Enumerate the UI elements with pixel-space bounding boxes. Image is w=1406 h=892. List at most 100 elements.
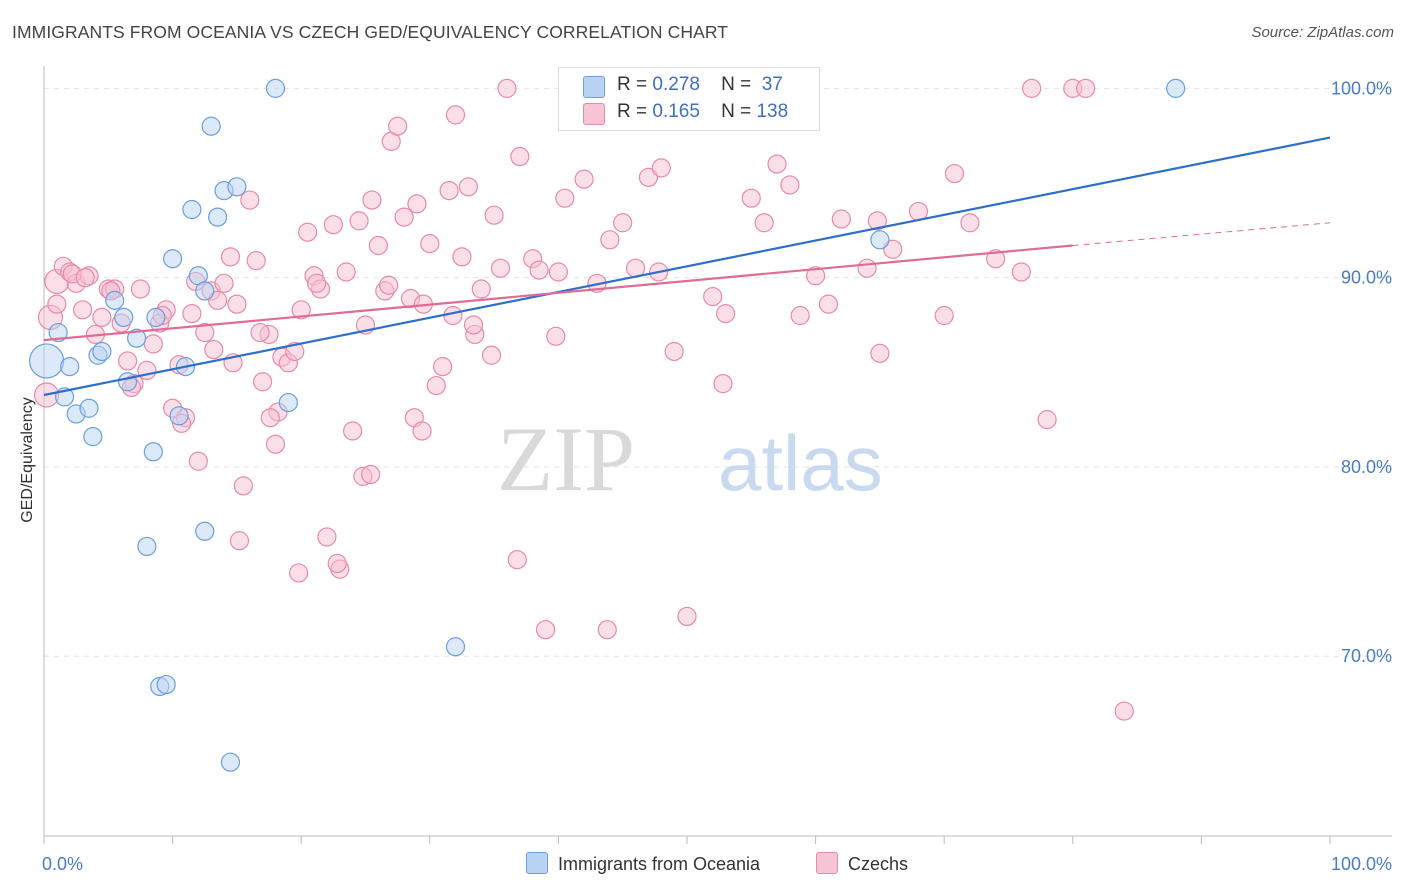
oceania-point	[114, 307, 134, 328]
czechs-point	[1114, 701, 1134, 721]
oceania-point	[201, 116, 221, 136]
czechs-point	[240, 190, 260, 210]
czechs-point	[597, 620, 617, 640]
czechs-point	[805, 266, 826, 286]
czechs-point	[388, 116, 408, 136]
stats-legend: R = 0.278 N = 37 R = 0.165 N = 138	[558, 67, 820, 131]
oceania-point	[105, 290, 125, 310]
oceania-point	[28, 343, 65, 379]
czechs-point	[458, 177, 478, 197]
czechs-point	[1076, 78, 1096, 98]
oceania-point	[48, 322, 68, 343]
czechs-point	[208, 290, 228, 310]
x-tick-label: 100.0%	[1331, 854, 1392, 874]
czechs-point	[361, 464, 381, 485]
legend-n-value-czechs: 138	[756, 101, 789, 122]
oceania-point	[163, 249, 183, 269]
czechs-point	[548, 262, 569, 282]
trend-line-czechs	[43, 244, 1073, 342]
oceania-point	[79, 398, 99, 418]
czechs-point	[214, 273, 234, 293]
legend-n-label: N =	[721, 74, 752, 95]
czechs-point	[986, 249, 1006, 269]
czechs-point	[510, 146, 530, 167]
czechs-point	[790, 305, 810, 326]
czechs-point	[307, 273, 327, 293]
czechs-point	[285, 341, 305, 362]
czechs-point	[343, 421, 363, 441]
czechs-point	[246, 251, 266, 271]
oceania-point	[278, 392, 298, 413]
oceania-point	[195, 521, 215, 541]
czechs-point	[368, 235, 388, 256]
trend-line-czechs-extension	[1072, 222, 1331, 246]
legend-r-label: R =	[617, 101, 648, 122]
czechs-point	[535, 620, 556, 640]
czechs-point	[265, 434, 286, 454]
oceania-point	[1166, 78, 1186, 98]
czechs-point	[362, 190, 382, 210]
oceania-point	[146, 307, 166, 328]
czechs-point	[195, 322, 215, 343]
y-tick-label: 100.0%	[1331, 78, 1392, 98]
y-tick-label: 70.0%	[1341, 646, 1392, 666]
czechs-point	[323, 215, 343, 235]
bottom-legend-label-oceania: Immigrants from Oceania	[558, 854, 761, 874]
czechs-point	[471, 279, 491, 299]
trend-line-oceania	[43, 136, 1331, 397]
source-credit: Source: ZipAtlas.com	[1251, 24, 1394, 41]
czechs-point	[741, 188, 761, 208]
czechs-point	[883, 239, 903, 259]
y-tick-label: 90.0%	[1341, 268, 1392, 288]
legend-r-value-oceania: 0.278	[652, 74, 700, 95]
czechs-point	[497, 78, 517, 98]
czechs-point	[780, 175, 800, 195]
axes	[43, 66, 1392, 844]
czechs-point	[72, 300, 93, 320]
czechs-point	[870, 343, 890, 363]
bottom-legend-label-czechs: Czechs	[848, 854, 909, 874]
chart-title: IMMIGRANTS FROM OCEANIA VS CZECH GED/EQU…	[12, 22, 729, 42]
czechs-point	[638, 167, 659, 187]
oceania-point	[227, 177, 247, 197]
czechs-point	[394, 207, 414, 227]
czechs-point	[130, 279, 151, 299]
czechs-point	[555, 188, 575, 208]
czechs-point	[713, 374, 733, 394]
czechs-point	[426, 375, 446, 396]
czechs-point	[420, 233, 440, 254]
czechs-point	[1011, 262, 1031, 282]
czechs-point	[490, 258, 511, 278]
czechs-point	[1037, 410, 1057, 430]
watermark-atlas: atlas	[718, 419, 883, 507]
czechs-point	[317, 527, 337, 547]
czechs-point	[1022, 78, 1042, 98]
czechs-point	[117, 351, 138, 371]
czechs-point	[336, 262, 356, 282]
czechs-point	[754, 213, 774, 233]
czechs-point	[944, 163, 965, 184]
czechs-point	[47, 294, 67, 314]
legend-n-label: N =	[721, 101, 752, 122]
legend-swatch-blue	[583, 76, 605, 98]
oceania-point	[870, 230, 890, 250]
czechs-point	[229, 531, 250, 551]
bottom-legend-czechs: Czechs	[816, 852, 908, 875]
series-immigrants-from-oceania	[28, 78, 1186, 772]
bottom-legend-oceania: Immigrants from Oceania	[526, 852, 760, 875]
oceania-point	[126, 328, 147, 348]
oceania-point	[60, 357, 80, 377]
czechs-point	[857, 258, 877, 278]
oceania-point	[220, 752, 241, 772]
czechs-point	[600, 230, 620, 250]
legend-n-value-oceania: 37	[761, 74, 783, 95]
bottom-legend-swatch-pink	[816, 852, 838, 874]
czechs-point	[253, 372, 273, 392]
czechs-point	[677, 606, 697, 627]
legend-r-label: R =	[617, 74, 648, 95]
czechs-point	[934, 305, 954, 326]
oceania-point	[195, 281, 215, 301]
czechs-point	[960, 213, 980, 233]
x-tick-label: 0.0%	[42, 854, 83, 874]
